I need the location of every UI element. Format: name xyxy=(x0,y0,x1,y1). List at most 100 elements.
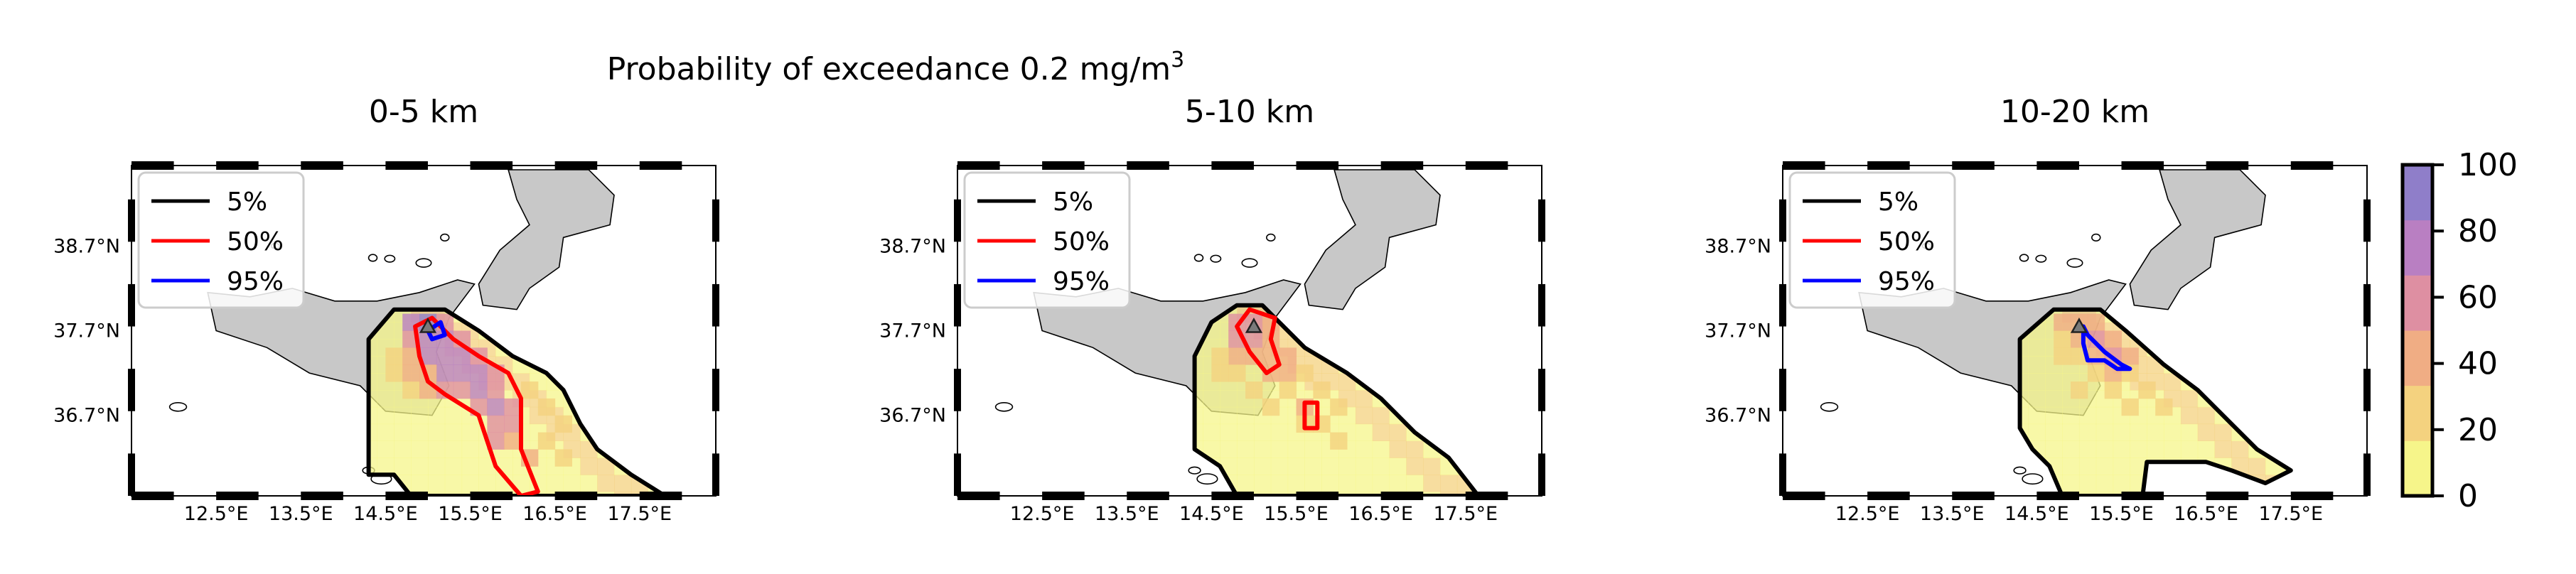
map-frame xyxy=(1779,161,2371,500)
probability-cell xyxy=(1194,356,1203,374)
probability-cell xyxy=(1237,457,1255,475)
probability-cell xyxy=(461,457,479,475)
colorbar-band xyxy=(2403,385,2432,441)
probability-cell xyxy=(1194,423,1203,441)
probability-cell xyxy=(411,475,429,492)
island xyxy=(1193,254,1204,262)
probability-cell xyxy=(716,339,733,356)
probability-cell xyxy=(1270,475,1289,492)
probability-cell xyxy=(2019,389,2029,408)
island xyxy=(2022,473,2044,485)
probability-cell xyxy=(2028,406,2046,425)
map-area xyxy=(1783,149,2384,496)
island xyxy=(415,258,432,268)
calabria-land xyxy=(478,169,615,310)
probability-cell xyxy=(1245,381,1263,399)
panel-0-5km: 0-5 km 12.5°E 13.5°E 14.5°E 15.5°E 16.5°E 17.5… xyxy=(53,94,733,525)
probability-cell xyxy=(1279,347,1297,365)
probability-cell xyxy=(1321,457,1339,475)
suptitle-main: Probability of exceedance 0.2 mg/m xyxy=(607,51,1171,87)
vent-marker xyxy=(2070,317,2088,333)
panel-title: 5-10 km xyxy=(1185,94,1314,130)
x-tick-label: 14.5°E xyxy=(1179,503,1244,525)
probability-cell xyxy=(402,381,420,399)
probability-cell xyxy=(2078,423,2097,441)
island xyxy=(2260,149,2272,156)
probability-cell xyxy=(444,457,463,475)
probability-cell xyxy=(368,373,377,391)
legend: 5% 50% 95% xyxy=(137,171,305,309)
probability-cell xyxy=(1406,440,1424,458)
probability-cell xyxy=(478,475,496,492)
island xyxy=(2356,153,2370,161)
probability-cell xyxy=(1237,475,1255,492)
colorbar-tick-label: 40 xyxy=(2458,346,2498,382)
probability-cell xyxy=(1338,457,1356,475)
probability-cell xyxy=(2180,440,2199,458)
probability-cell xyxy=(1220,440,1238,458)
probability-cell xyxy=(2180,389,2199,408)
probability-cell xyxy=(2155,398,2173,416)
probability-cell xyxy=(1220,423,1238,441)
probability-cell xyxy=(2197,423,2216,441)
island xyxy=(1241,258,1258,268)
probability-cell xyxy=(537,432,556,450)
probability-cell xyxy=(1389,475,1407,492)
suptitle: Probability of exceedance 0.2 mg/m3 xyxy=(607,48,1184,87)
probability-cell xyxy=(1355,475,1373,492)
probability-cell xyxy=(377,389,395,408)
island xyxy=(2091,233,2101,242)
colorbar-tick-label: 100 xyxy=(2458,147,2518,183)
probability-cell xyxy=(1211,347,1229,365)
probability-cell xyxy=(1406,457,1424,475)
probability-cell xyxy=(402,364,420,382)
island xyxy=(384,254,396,263)
island xyxy=(1531,153,1545,161)
probability-cell xyxy=(2045,389,2063,408)
probability-cell xyxy=(2180,406,2199,425)
probability-cell xyxy=(1304,475,1322,492)
island xyxy=(2035,254,2047,263)
probability-cell xyxy=(368,457,377,475)
map-panels: 0-5 km 12.5°E 13.5°E 14.5°E 15.5°E 16.5°E 17.5… xyxy=(53,94,2384,525)
probability-cell xyxy=(2028,356,2046,374)
probability-cell xyxy=(2054,330,2071,348)
probability-cell xyxy=(436,347,454,365)
probability-cell xyxy=(716,424,733,441)
island xyxy=(1196,473,1218,485)
y-tick-label: 37.7°N xyxy=(879,320,946,342)
probability-cell xyxy=(1270,440,1289,458)
probability-cell xyxy=(2078,406,2097,425)
probability-cell xyxy=(2045,423,2063,441)
colorbar-band xyxy=(2403,330,2432,386)
probability-cell xyxy=(385,347,403,365)
probability-cell xyxy=(1542,424,1559,441)
x-tick-label: 14.5°E xyxy=(2005,503,2069,525)
probability-cell xyxy=(614,475,632,492)
probability-cell xyxy=(1287,440,1305,458)
colorbar-band xyxy=(2403,220,2432,276)
probability-cell xyxy=(537,398,556,416)
probability-cell xyxy=(2367,339,2384,356)
probability-cell xyxy=(1389,457,1407,475)
colorbar-tick-label: 20 xyxy=(2458,412,2498,448)
legend-label: 5% xyxy=(1053,188,1093,217)
x-tick-label: 17.5°E xyxy=(2258,503,2323,525)
probability-cell xyxy=(1220,406,1238,425)
probability-cell xyxy=(2019,339,2029,357)
x-tick-label: 17.5°E xyxy=(1433,503,1498,525)
panel-title: 10-20 km xyxy=(2000,94,2150,130)
probability-cell xyxy=(1237,440,1255,458)
probability-cell xyxy=(1355,423,1373,441)
probability-cell xyxy=(427,406,446,425)
probability-cell xyxy=(1279,364,1297,382)
probability-cell xyxy=(1237,406,1255,425)
probability-cell xyxy=(470,381,488,399)
probability-cell xyxy=(1270,457,1289,475)
probability-cell xyxy=(1389,440,1407,458)
probability-cell xyxy=(411,440,429,458)
probability-cell xyxy=(2104,330,2122,348)
probability-cell xyxy=(2214,440,2232,458)
probability-cell xyxy=(1270,423,1289,441)
legend-label: 5% xyxy=(227,188,267,217)
